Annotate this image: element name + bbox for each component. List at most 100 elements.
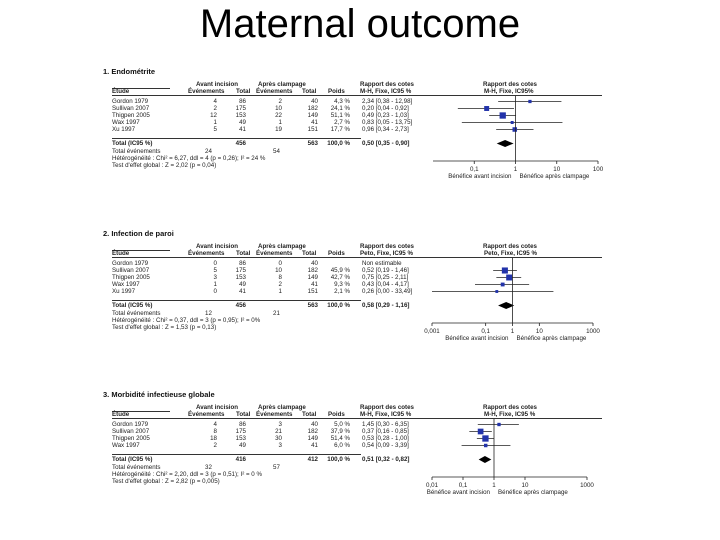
heterogeneity: Hétérogénéité : Chi² = 6,27, ddl = 4 (p … xyxy=(112,155,266,162)
study-marker xyxy=(483,443,488,448)
study-marker xyxy=(510,121,514,124)
header-avant-incision: Avant incision xyxy=(196,404,239,411)
x-tick-label: 10 xyxy=(553,166,560,173)
avant-events: 4 xyxy=(213,421,217,428)
avant-total: 41 xyxy=(239,288,246,295)
favours-left-label: Bénéfice avant incision xyxy=(427,489,491,496)
study-marker xyxy=(528,99,532,104)
study-weight: 4,3 % xyxy=(334,98,350,105)
header-evenements: Événements xyxy=(256,411,293,418)
header-poids: Poids xyxy=(328,411,345,418)
avant-total: 175 xyxy=(235,105,246,112)
events-label: Total événements xyxy=(112,148,161,155)
header-apres-clampage: Après clampage xyxy=(258,81,306,88)
study-name: Sullivan 2007 xyxy=(112,428,150,435)
study-name: Wax 1997 xyxy=(112,442,140,449)
study-or-ci: 0,43 [0,04 - 4,17] xyxy=(362,281,409,288)
x-tick-label: 1 xyxy=(511,328,515,335)
header-poids: Poids xyxy=(328,88,345,95)
study-name: Gordon 1979 xyxy=(112,421,149,428)
apres-events: 2 xyxy=(278,98,282,105)
favours-right-label: Bénéfice après clampage xyxy=(520,173,590,180)
study-or-ci: 0,54 [0,09 - 3,39] xyxy=(362,442,409,449)
header-evenements: Événements xyxy=(256,250,293,257)
total-rule xyxy=(112,300,361,301)
study-name: Wax 1997 xyxy=(112,281,140,288)
study-or-ci: 0,83 [0,05 - 13,75] xyxy=(362,119,413,126)
overall-effect: Test d'effet global : Z = 2,82 (p = 0,00… xyxy=(112,478,220,485)
header-rule xyxy=(112,418,602,419)
x-tick-label: 1000 xyxy=(586,328,600,335)
pooled-diamond xyxy=(478,456,492,463)
header-total: Total xyxy=(236,411,251,418)
total-weight: 100,0 % xyxy=(327,456,350,463)
header-apres-clampage: Après clampage xyxy=(258,243,306,250)
x-tick-label: 0,1 xyxy=(459,482,468,489)
header-total: Total xyxy=(302,88,317,95)
header-method-plot: Peto, Fixe, IC95 % xyxy=(484,250,537,257)
total-or-ci: 0,58 [0,29 - 1,16] xyxy=(362,302,410,309)
header-total: Total xyxy=(236,250,251,257)
events-avant: 32 xyxy=(205,464,212,471)
apres-events: 21 xyxy=(275,428,282,435)
study-name: Gordon 1979 xyxy=(112,260,149,267)
x-tick-label: 0,001 xyxy=(424,328,440,335)
overall-effect: Test d'effet global : Z = 2,02 (p = 0,04… xyxy=(112,162,217,169)
apres-total: 182 xyxy=(307,105,318,112)
events-label: Total événements xyxy=(112,310,161,317)
apres-events: 19 xyxy=(275,126,282,133)
study-weight: 24,1 % xyxy=(330,105,350,112)
header-rapport-cotes: Rapport des cotes xyxy=(360,243,414,250)
study-weight: 51,4 % xyxy=(330,435,350,442)
header-total: Total xyxy=(302,250,317,257)
apres-events: 10 xyxy=(275,267,282,274)
apres-events: 10 xyxy=(275,105,282,112)
study-or-ci: 0,20 [0,04 - 0,92] xyxy=(362,105,409,112)
study-name: Sullivan 2007 xyxy=(112,105,150,112)
avant-total: 175 xyxy=(235,428,246,435)
header-evenements: Événements xyxy=(188,88,225,95)
header-method: Peto, Fixe, IC95 % xyxy=(360,250,413,257)
panel-title: 3. Morbidité infectieuse globale xyxy=(103,390,215,399)
apres-total: 41 xyxy=(311,442,318,449)
overall-effect: Test d'effet global : Z = 1,53 (p = 0,13… xyxy=(112,324,217,331)
study-weight: 17,7 % xyxy=(330,126,350,133)
total-avant: 416 xyxy=(235,456,246,463)
study-name: Thigpen 2005 xyxy=(112,435,150,442)
avant-total: 86 xyxy=(239,421,246,428)
study-name: Gordon 1979 xyxy=(112,98,149,105)
avant-total: 49 xyxy=(239,281,246,288)
header-method: M-H, Fixe, IC95 % xyxy=(360,88,412,95)
apres-total: 149 xyxy=(307,274,318,281)
study-or-ci: 0,53 [0,28 - 1,00] xyxy=(362,435,409,442)
avant-events: 0 xyxy=(213,260,217,267)
total-apres: 563 xyxy=(307,140,318,147)
header-etude: Étude xyxy=(112,411,130,418)
apres-total: 151 xyxy=(307,288,318,295)
header-method-plot: M-H, Fixe, IC95% xyxy=(484,88,534,95)
avant-events: 4 xyxy=(213,98,217,105)
apres-total: 40 xyxy=(311,260,318,267)
x-tick-label: 1 xyxy=(492,482,496,489)
slide-title: Maternal outcome xyxy=(199,2,521,46)
header-avant-incision: Avant incision xyxy=(196,81,239,88)
study-or-ci: Non estimable xyxy=(362,260,402,267)
apres-events: 2 xyxy=(278,281,282,288)
study-or-ci: 1,45 [0,30 - 6,35] xyxy=(362,421,409,428)
apres-total: 40 xyxy=(311,421,318,428)
apres-events: 0 xyxy=(278,260,282,267)
total-rule xyxy=(112,138,361,139)
total-apres: 563 xyxy=(307,302,318,309)
study-or-ci: 0,26 [0,00 - 33,49] xyxy=(362,288,413,295)
study-name: Thigpen 2005 xyxy=(112,274,150,281)
study-or-ci: 0,75 [0,25 - 2,11] xyxy=(362,274,409,281)
avant-events: 1 xyxy=(213,281,217,288)
apres-total: 182 xyxy=(307,267,318,274)
study-name: Sullivan 2007 xyxy=(112,267,150,274)
avant-total: 153 xyxy=(235,112,246,119)
header-evenements: Événements xyxy=(188,250,225,257)
avant-events: 1 xyxy=(213,119,217,126)
x-tick-label: 1000 xyxy=(580,482,594,489)
header-rapport-cotes: Rapport des cotes xyxy=(360,81,414,88)
